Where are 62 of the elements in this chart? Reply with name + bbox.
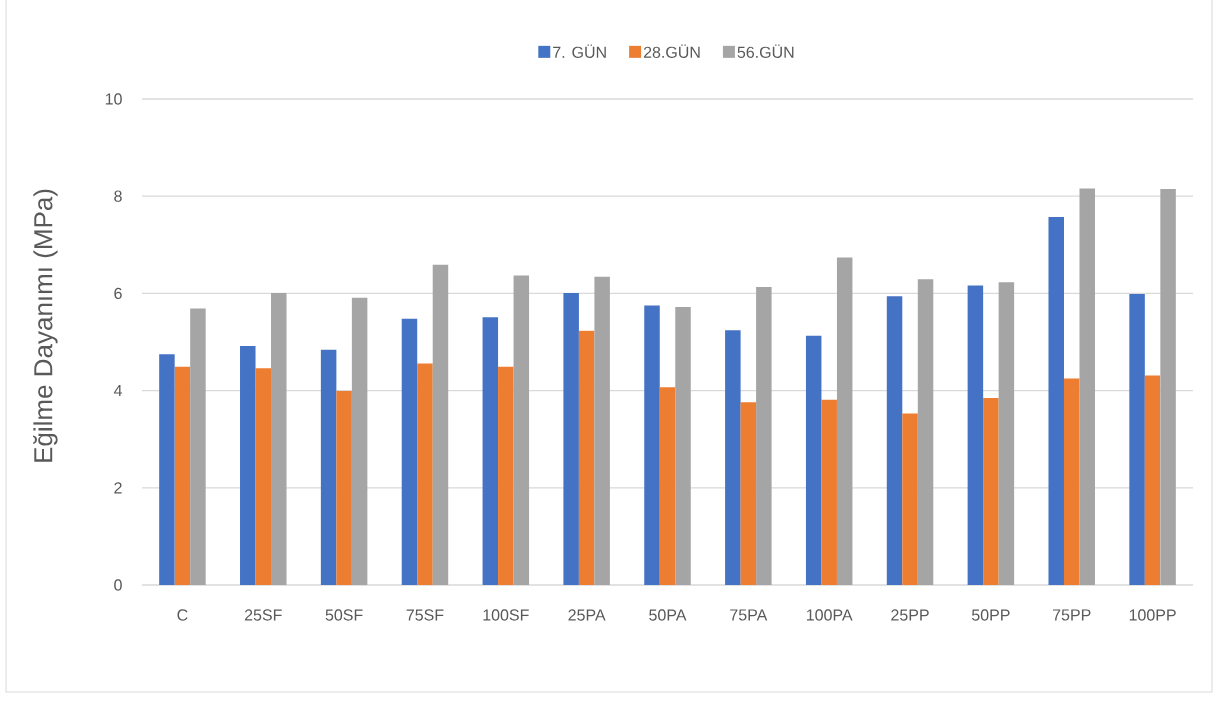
bar: [967, 285, 984, 585]
bar: [902, 413, 918, 585]
x-tick-label: 50PA: [649, 609, 687, 621]
x-tick-label: 75PA: [730, 609, 768, 621]
y-tick-label: 6: [114, 287, 122, 300]
y-tick-label: 10: [105, 93, 122, 105]
bar: [756, 287, 772, 585]
bar: [675, 307, 691, 585]
x-tick-label: 25PP: [891, 609, 929, 621]
bar: [351, 297, 368, 585]
bar: [271, 292, 287, 585]
bar: [1079, 188, 1095, 585]
x-tick-label: 100SF: [483, 609, 529, 621]
y-axis-title: Eğilme Dayanımı (MPa): [33, 189, 58, 462]
bar: [917, 279, 934, 585]
bar: [498, 366, 514, 585]
y-tick-label: 8: [114, 190, 122, 202]
bar: [320, 349, 337, 585]
bar: [805, 335, 822, 585]
x-tick-label: 75PP: [1052, 609, 1091, 621]
x-tick-label: C: [177, 609, 188, 621]
bar: [998, 282, 1015, 585]
bar: [578, 330, 595, 585]
x-tick-label: 75SF: [406, 609, 444, 621]
bar: [1063, 378, 1080, 585]
bar: [836, 257, 853, 585]
bar: [594, 276, 610, 585]
bar: [159, 354, 175, 585]
bar: [255, 368, 272, 585]
bar: [983, 397, 999, 585]
bar: [432, 264, 449, 585]
bar: [659, 387, 676, 585]
bar: [1048, 217, 1064, 585]
bar: [174, 366, 191, 585]
bar: [644, 305, 660, 585]
bar: [401, 318, 418, 585]
bar: [240, 345, 256, 585]
bar: [482, 317, 499, 585]
bar: [513, 275, 530, 585]
bar: [190, 308, 206, 585]
y-tick-label: 0: [114, 579, 122, 591]
legend-label: 28.GÜN: [643, 44, 700, 58]
bar: [821, 399, 837, 585]
x-tick-label: 100PA: [806, 609, 853, 621]
x-tick-label: 25PA: [568, 609, 606, 621]
legend-label: 56.GÜN: [737, 44, 794, 58]
bar: [725, 330, 741, 585]
x-tick-label: 100PP: [1129, 609, 1176, 621]
x-tick-label: 50PP: [971, 609, 1010, 621]
bar: [886, 296, 903, 585]
bar: [1160, 188, 1176, 585]
y-tick-label: 2: [114, 482, 122, 494]
bar: [336, 391, 352, 585]
bar: [1144, 375, 1161, 585]
legend-label: 7. GÜN: [553, 44, 606, 58]
bar: [417, 363, 433, 585]
x-tick-label: 50SF: [325, 609, 363, 621]
x-tick-label: 25SF: [244, 609, 282, 621]
bar: [740, 402, 757, 585]
bar: [1129, 293, 1145, 585]
y-tick-label: 4: [113, 385, 122, 397]
bar: [563, 292, 579, 585]
